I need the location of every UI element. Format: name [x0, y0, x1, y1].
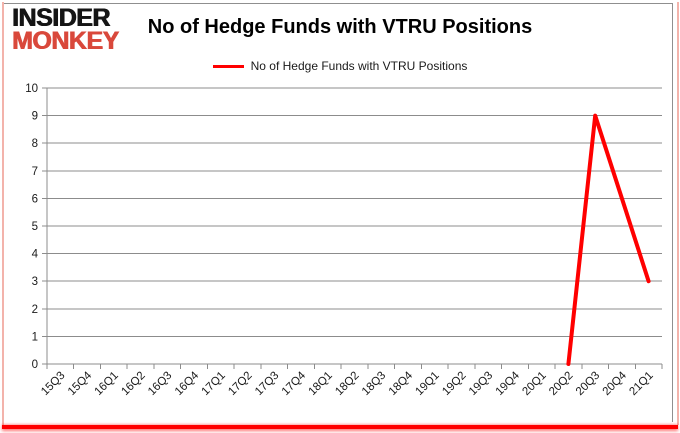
x-axis-labels: 15Q315Q416Q116Q216Q316Q417Q117Q217Q317Q4…: [39, 369, 656, 398]
svg-text:2: 2: [32, 304, 38, 316]
logo-monkey-text: MONKEY: [12, 27, 119, 56]
chart-title: No of Hedge Funds with VTRU Positions: [147, 16, 533, 38]
svg-text:19Q3: 19Q3: [467, 370, 495, 398]
svg-text:9: 9: [32, 111, 38, 123]
legend: No of Hedge Funds with VTRU Positions: [0, 59, 680, 73]
svg-text:18Q2: 18Q2: [333, 370, 361, 398]
insider-monkey-logo: INSIDER MONKEY: [12, 4, 119, 56]
svg-text:16Q3: 16Q3: [146, 370, 174, 398]
svg-text:15Q3: 15Q3: [39, 370, 67, 398]
legend-line-swatch: [212, 64, 244, 68]
svg-text:19Q1: 19Q1: [413, 370, 441, 398]
series-line: [566, 113, 651, 366]
svg-text:17Q4: 17Q4: [280, 369, 309, 398]
image-edge-right: [677, 2, 679, 425]
svg-text:17Q2: 17Q2: [226, 370, 254, 398]
svg-text:20Q3: 20Q3: [574, 370, 602, 398]
chart-border-top: [4, 3, 673, 4]
logo-insider-text: INSIDER: [12, 4, 110, 32]
svg-text:19Q4: 19Q4: [494, 369, 523, 398]
svg-text:18Q4: 18Q4: [387, 369, 416, 398]
svg-text:18Q3: 18Q3: [360, 370, 388, 398]
svg-text:19Q2: 19Q2: [440, 370, 468, 398]
legend-series-label: No of Hedge Funds with VTRU Positions: [250, 59, 468, 73]
svg-text:16Q1: 16Q1: [93, 370, 121, 398]
svg-text:17Q1: 17Q1: [200, 370, 228, 398]
image-edge-bottom-red: [2, 425, 678, 429]
svg-text:20Q4: 20Q4: [601, 369, 630, 398]
chart-border-right: [672, 3, 673, 422]
axes: [42, 87, 663, 369]
svg-text:17Q3: 17Q3: [253, 370, 281, 398]
svg-text:4: 4: [32, 249, 39, 261]
svg-text:16Q2: 16Q2: [119, 370, 147, 398]
image-edge-left: [2, 2, 4, 425]
svg-text:0: 0: [32, 359, 38, 371]
svg-text:7: 7: [32, 166, 38, 178]
svg-text:20Q2: 20Q2: [547, 370, 575, 398]
svg-text:18Q1: 18Q1: [307, 370, 335, 398]
y-axis-labels: 0 1 2 3 4 5 6 7 8 9 10: [25, 83, 38, 371]
svg-text:21Q1: 21Q1: [627, 370, 655, 398]
svg-text:5: 5: [32, 221, 38, 233]
svg-text:10: 10: [25, 83, 38, 95]
svg-text:3: 3: [32, 276, 38, 288]
svg-text:1: 1: [32, 331, 38, 343]
svg-text:8: 8: [32, 138, 38, 150]
svg-text:6: 6: [32, 193, 38, 205]
svg-text:20Q1: 20Q1: [520, 370, 548, 398]
svg-text:16Q4: 16Q4: [173, 369, 202, 398]
gridlines: [47, 87, 662, 337]
svg-text:15Q4: 15Q4: [66, 369, 95, 398]
